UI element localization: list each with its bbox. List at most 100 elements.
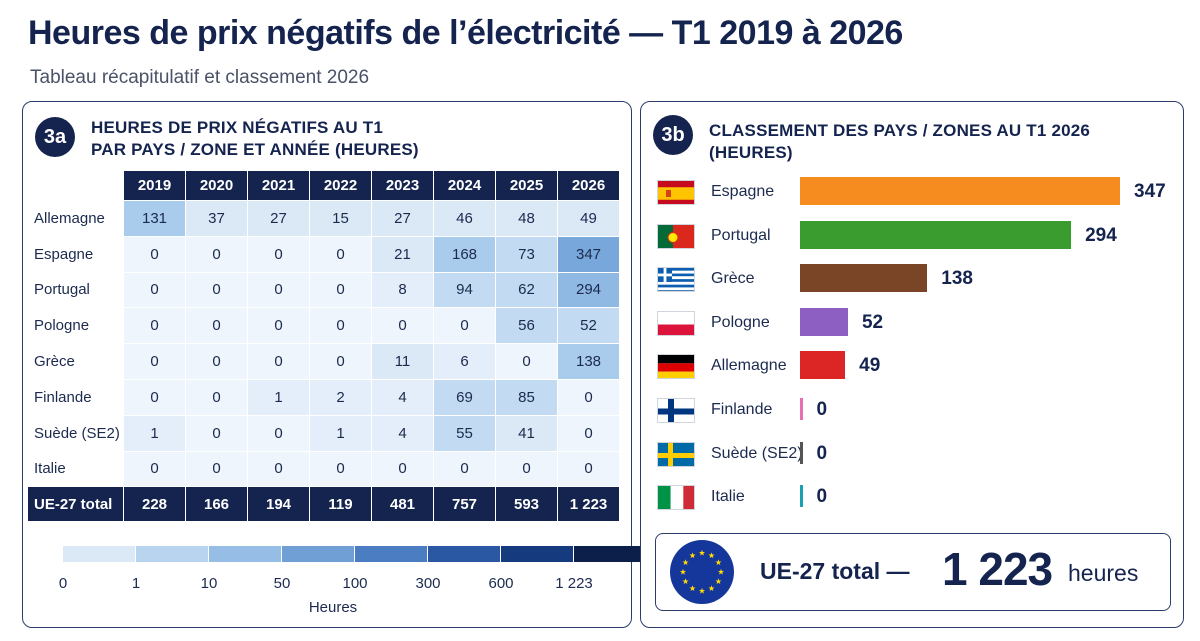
flag-germany-icon	[657, 354, 695, 380]
ranking-row: Portugal 294	[657, 220, 1177, 251]
row-label: Allemagne	[27, 200, 124, 237]
color-scale-segment	[136, 546, 209, 562]
row-label: Italie	[27, 450, 124, 488]
heatmap-cell: 2	[309, 378, 372, 416]
ranking-bar	[800, 485, 803, 508]
ranking-value-label: 0	[816, 399, 828, 420]
heatmap-cell: 48	[495, 200, 558, 237]
table-row: Finlande 0 0 1 2 4 69 85 0	[27, 378, 620, 416]
heatmap-cell: 0	[433, 307, 496, 345]
heatmap-cell: 0	[309, 271, 372, 309]
heatmap-cell: 41	[495, 414, 558, 452]
heatmap-cell: 138	[557, 343, 620, 380]
heatmap-cell: 0	[371, 307, 434, 345]
heatmap-cell: 0	[123, 271, 186, 309]
heatmap-cell: 0	[495, 343, 558, 380]
heatmap-cell: 11	[371, 343, 434, 380]
ranking-value-label: 49	[859, 355, 881, 377]
color-scale-segment	[209, 546, 282, 562]
ranking-row: Italie 0	[657, 482, 1177, 512]
heatmap-cell: 0	[247, 235, 310, 273]
flag-greece-icon	[657, 267, 695, 293]
table-row: Suède (SE2) 1 0 0 1 4 55 41 0	[27, 414, 620, 452]
ranking-country-label: Grèce	[711, 270, 755, 288]
color-scale-tick: 1 223	[555, 575, 593, 592]
heatmap-cell: 0	[123, 343, 186, 380]
color-scale-tick: 0	[58, 575, 68, 592]
heatmap-cell: 0	[309, 235, 372, 273]
ranking-row: Espagne 347	[657, 177, 1177, 207]
total-cell: 757	[433, 486, 496, 523]
row-label: Espagne	[27, 235, 124, 273]
total-row-label: UE-27 total	[27, 486, 124, 523]
ranking-bar	[800, 220, 1072, 249]
page-title: Heures de prix négatifs de l’électricité…	[28, 14, 903, 52]
total-cell: 194	[247, 486, 310, 523]
heatmap-cell: 46	[433, 200, 496, 237]
heatmap-cell: 347	[557, 235, 620, 273]
year-header-2022: 2022	[309, 170, 372, 201]
header-corner	[27, 170, 124, 201]
flag-italy-icon	[657, 485, 695, 511]
color-scale-segment	[574, 546, 647, 562]
heatmap-cell: 37	[185, 200, 248, 237]
table-row: Allemagne 131 37 27 15 27 46 48 49	[27, 200, 620, 237]
heatmap-cell: 0	[247, 343, 310, 380]
panel-heading-heatmap: HEURES DE PRIX NÉGATIFS AU T1 PAR PAYS /…	[91, 117, 431, 161]
heatmap-cell: 1	[247, 378, 310, 416]
color-scale-segment	[355, 546, 428, 562]
color-scale-tick: 300	[415, 575, 441, 592]
flag-portugal-icon	[657, 223, 695, 249]
flag-finland-icon	[657, 398, 695, 423]
ranking-value-label: 294	[1085, 224, 1117, 246]
heatmap-cell: 55	[433, 414, 496, 452]
row-label: Pologne	[27, 307, 124, 345]
heatmap-cell: 69	[433, 378, 496, 416]
heatmap-cell: 21	[371, 235, 434, 273]
ranking-row: Finlande 0	[657, 395, 1177, 425]
color-scale-segment	[63, 546, 136, 562]
row-label: Grèce	[27, 343, 124, 380]
heatmap-cell: 0	[123, 450, 186, 488]
eu-total-box: UE-27 total — 1 223 heures	[655, 533, 1171, 611]
heatmap-cell: 0	[123, 307, 186, 345]
year-header-2026: 2026	[557, 170, 620, 201]
ranking-country-label: Allemagne	[711, 357, 787, 375]
heatmap-cell: 73	[495, 235, 558, 273]
eu-total-value: 1 223	[942, 543, 1053, 595]
heatmap-cell: 62	[495, 271, 558, 309]
table-row: Espagne 0 0 0 0 21 168 73 347	[27, 235, 620, 273]
color-scale-label: Heures	[308, 599, 358, 616]
heatmap-table: 2019 2020 2021 2022 2023 2024 2025 2026 Allemag…	[27, 170, 620, 523]
heatmap-cell: 0	[247, 307, 310, 345]
ranking-value-label: 0	[816, 442, 828, 464]
row-label: Finlande	[27, 378, 124, 416]
flag-sweden-icon	[657, 441, 695, 467]
panel-ranking: 3b CLASSEMENT DES PAYS / ZONES AU T1 202…	[640, 101, 1184, 628]
heatmap-cell: 0	[309, 307, 372, 345]
total-cell: 1 223	[557, 486, 620, 523]
total-cell: 119	[309, 486, 372, 523]
panel-badge-3b: 3b	[653, 115, 693, 155]
heatmap-cell: 56	[495, 307, 558, 345]
color-scale-tick: 1	[131, 575, 141, 592]
total-cell: 228	[123, 486, 186, 523]
heatmap-cell: 0	[123, 378, 186, 416]
heatmap-cell: 0	[185, 235, 248, 273]
ranking-bar	[800, 441, 803, 464]
table-row: Portugal 0 0 0 0 8 94 62 294	[27, 271, 620, 309]
heatmap-cell: 0	[433, 450, 496, 488]
total-row: UE-27 total 228 166 194 119 481 757 593 1 223	[27, 486, 620, 523]
color-scale-tick: 50	[273, 575, 291, 592]
color-scale-segment	[282, 546, 355, 562]
heatmap-cell: 94	[433, 271, 496, 309]
ranking-value-label: 347	[1134, 181, 1166, 202]
ranking-country-label: Espagne	[711, 183, 775, 200]
heatmap-cell: 131	[123, 200, 186, 237]
total-cell: 593	[495, 486, 558, 523]
heatmap-cell: 8	[371, 271, 434, 309]
table-row: Pologne 0 0 0 0 0 0 56 52	[27, 307, 620, 345]
table-row: Italie 0 0 0 0 0 0 0 0	[27, 450, 620, 488]
year-header-row: 2019 2020 2021 2022 2023 2024 2025 2026	[27, 170, 620, 201]
heatmap-cell: 0	[247, 414, 310, 452]
